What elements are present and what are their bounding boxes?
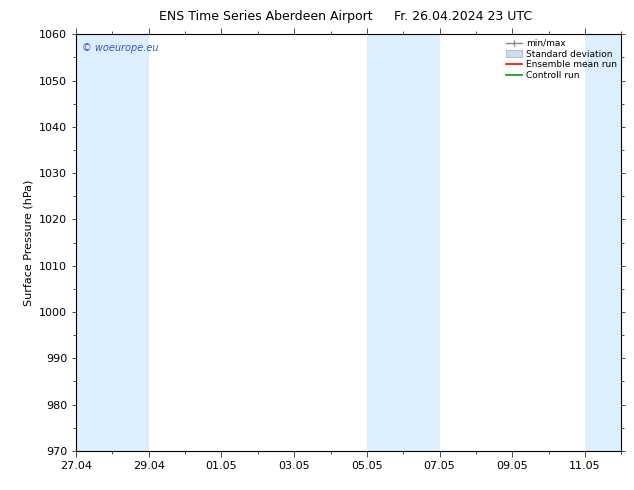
Text: © woeurope.eu: © woeurope.eu	[82, 43, 158, 52]
Legend: min/max, Standard deviation, Ensemble mean run, Controll run: min/max, Standard deviation, Ensemble me…	[504, 37, 619, 82]
Text: ENS Time Series Aberdeen Airport: ENS Time Series Aberdeen Airport	[160, 10, 373, 23]
Bar	[367, 34, 439, 451]
Bar	[585, 34, 621, 451]
Y-axis label: Surface Pressure (hPa): Surface Pressure (hPa)	[23, 179, 34, 306]
Text: Fr. 26.04.2024 23 UTC: Fr. 26.04.2024 23 UTC	[394, 10, 532, 23]
Bar	[76, 34, 149, 451]
